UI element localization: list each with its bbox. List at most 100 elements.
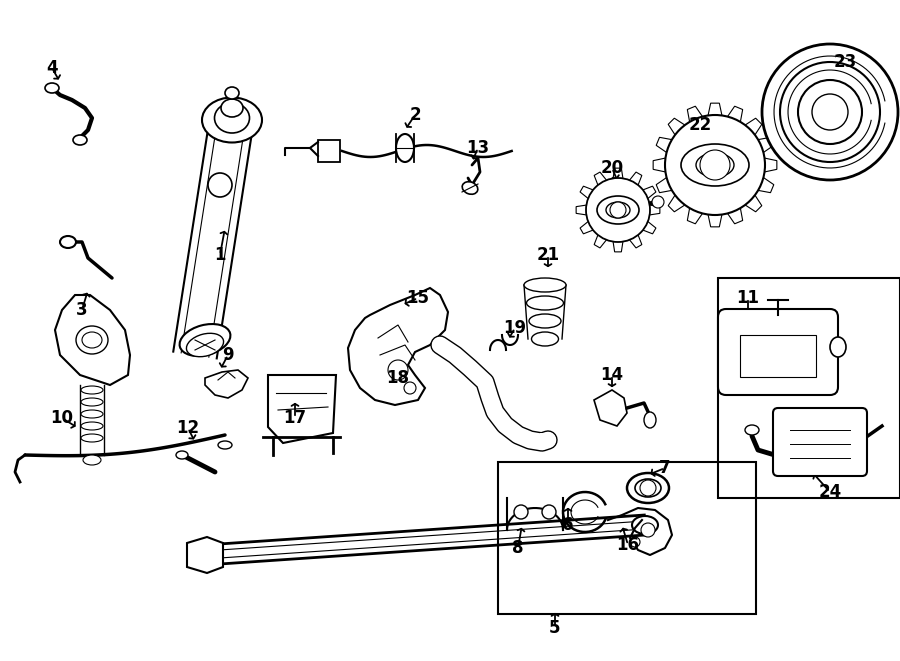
Text: 4: 4 — [46, 59, 58, 77]
Text: 9: 9 — [222, 346, 234, 364]
Ellipse shape — [396, 134, 414, 162]
Text: 7: 7 — [659, 459, 670, 477]
Circle shape — [700, 150, 730, 180]
Polygon shape — [656, 137, 677, 155]
Polygon shape — [268, 375, 336, 443]
Ellipse shape — [81, 398, 103, 406]
Text: 17: 17 — [284, 409, 307, 427]
Ellipse shape — [83, 455, 101, 465]
Polygon shape — [580, 186, 597, 201]
Polygon shape — [639, 186, 656, 201]
Polygon shape — [706, 103, 723, 121]
Text: 22: 22 — [688, 116, 712, 134]
Text: 10: 10 — [50, 409, 74, 427]
Text: 20: 20 — [600, 159, 624, 177]
Text: 6: 6 — [562, 516, 574, 534]
Text: 8: 8 — [512, 539, 524, 557]
Ellipse shape — [635, 479, 661, 497]
Ellipse shape — [81, 410, 103, 418]
Ellipse shape — [202, 98, 262, 143]
Ellipse shape — [81, 422, 103, 430]
Polygon shape — [205, 370, 248, 398]
Ellipse shape — [81, 434, 103, 442]
FancyBboxPatch shape — [718, 309, 838, 395]
Polygon shape — [187, 537, 223, 573]
Ellipse shape — [745, 425, 759, 435]
Circle shape — [762, 44, 898, 180]
Bar — [318, 140, 340, 162]
Ellipse shape — [597, 196, 639, 224]
Ellipse shape — [186, 333, 223, 357]
Ellipse shape — [632, 516, 658, 534]
Text: 14: 14 — [600, 366, 624, 384]
Ellipse shape — [214, 103, 249, 133]
Bar — [394, 304, 406, 314]
Text: 21: 21 — [536, 246, 560, 264]
Ellipse shape — [526, 296, 563, 310]
Ellipse shape — [176, 451, 188, 459]
Polygon shape — [612, 168, 624, 182]
Polygon shape — [348, 288, 448, 405]
Circle shape — [208, 173, 232, 197]
Polygon shape — [580, 219, 597, 234]
Polygon shape — [688, 106, 706, 127]
Polygon shape — [55, 295, 130, 385]
Circle shape — [640, 480, 656, 496]
Circle shape — [514, 505, 528, 519]
Ellipse shape — [218, 441, 232, 449]
Text: 2: 2 — [410, 106, 421, 124]
Polygon shape — [627, 231, 642, 248]
Text: 16: 16 — [616, 536, 640, 554]
Polygon shape — [724, 203, 742, 224]
Polygon shape — [741, 118, 761, 139]
Ellipse shape — [830, 337, 846, 357]
Ellipse shape — [81, 386, 103, 394]
Ellipse shape — [73, 135, 87, 145]
Ellipse shape — [221, 99, 243, 117]
Polygon shape — [594, 172, 609, 189]
Ellipse shape — [463, 182, 478, 194]
Text: 12: 12 — [176, 419, 200, 437]
Polygon shape — [724, 106, 742, 127]
Polygon shape — [627, 172, 642, 189]
Circle shape — [404, 382, 416, 394]
Circle shape — [652, 196, 664, 208]
Polygon shape — [594, 390, 627, 426]
Circle shape — [798, 80, 862, 144]
Text: 3: 3 — [76, 301, 88, 319]
Circle shape — [812, 94, 848, 130]
Polygon shape — [645, 204, 660, 215]
Text: 18: 18 — [386, 369, 410, 387]
Polygon shape — [706, 210, 723, 227]
Bar — [498, 462, 756, 614]
Circle shape — [641, 523, 655, 537]
Ellipse shape — [696, 153, 734, 177]
Ellipse shape — [180, 324, 230, 356]
Polygon shape — [653, 157, 670, 173]
Polygon shape — [612, 237, 624, 252]
Ellipse shape — [60, 236, 76, 248]
Ellipse shape — [82, 332, 102, 348]
Circle shape — [610, 202, 626, 218]
Ellipse shape — [76, 326, 108, 354]
Circle shape — [630, 537, 640, 547]
Bar — [740, 335, 816, 377]
Polygon shape — [668, 118, 689, 139]
Ellipse shape — [606, 202, 630, 218]
Ellipse shape — [644, 412, 656, 428]
Polygon shape — [688, 203, 706, 224]
Text: 13: 13 — [466, 139, 490, 157]
Polygon shape — [594, 231, 609, 248]
Circle shape — [586, 178, 650, 242]
FancyBboxPatch shape — [773, 408, 867, 476]
Polygon shape — [576, 204, 590, 215]
Polygon shape — [668, 190, 689, 212]
Circle shape — [780, 62, 880, 162]
Text: 15: 15 — [407, 289, 429, 307]
Ellipse shape — [45, 83, 59, 93]
Circle shape — [665, 115, 765, 215]
Polygon shape — [656, 175, 677, 192]
Text: 19: 19 — [503, 319, 526, 337]
Polygon shape — [741, 190, 761, 212]
Ellipse shape — [532, 332, 559, 346]
